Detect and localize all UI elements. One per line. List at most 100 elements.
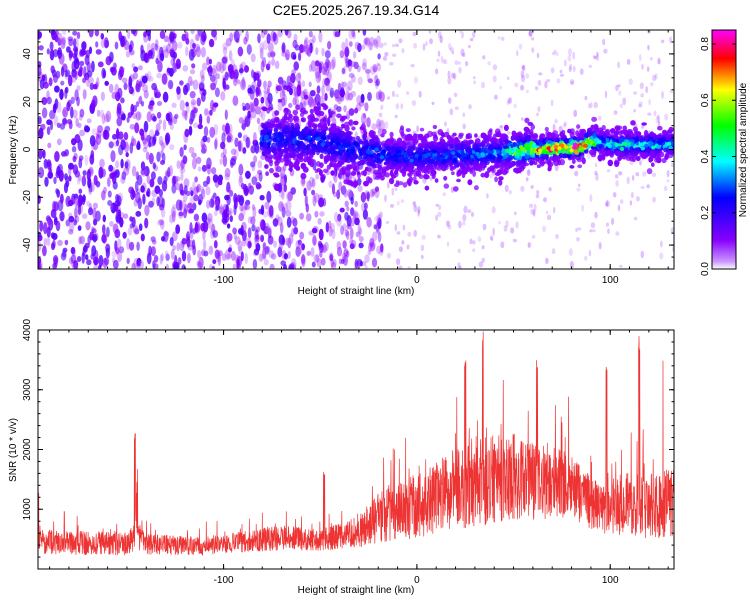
spectrogram-cell xyxy=(56,101,62,114)
spectrogram-cell xyxy=(163,48,169,59)
spectrogram-cell xyxy=(126,116,130,123)
spectrogram-cell xyxy=(652,134,658,140)
spectrogram-cell xyxy=(233,192,238,204)
spectrogram-cell xyxy=(68,215,75,223)
snr-xtick-label: 100 xyxy=(602,575,619,586)
spectrogram-cell xyxy=(362,113,367,119)
spectrogram-cell xyxy=(346,151,352,159)
spectrogram-cell xyxy=(408,168,413,173)
spectrogram-cell xyxy=(72,109,78,119)
spectrogram-cell xyxy=(158,135,164,146)
spectrogram-cell xyxy=(107,200,113,206)
spectrogram-cell xyxy=(576,124,581,129)
spectrogram-cell xyxy=(103,130,110,140)
spectrogram-cell xyxy=(281,128,286,134)
spectrogram-cell xyxy=(136,257,142,267)
spectrogram-cell xyxy=(96,109,101,118)
spectrogram-cell xyxy=(269,160,273,167)
spectrogram-cell xyxy=(435,68,439,75)
spectrogram-cell xyxy=(93,264,99,269)
spectrogram-cell xyxy=(57,239,63,246)
spectrogram-cell xyxy=(55,170,61,179)
spectrogram-cell xyxy=(252,206,257,219)
spectrogram-cell xyxy=(188,125,193,136)
spectrogram-cell xyxy=(281,206,286,218)
spectrogram-cell xyxy=(301,257,306,268)
spectrogram-cell xyxy=(226,253,232,259)
spectrogram-cell xyxy=(359,160,366,166)
spectrogram-cell xyxy=(73,55,79,62)
spectrogram-cell xyxy=(374,74,379,80)
spectrogram-cell xyxy=(325,83,331,92)
spectrogram-cell xyxy=(99,109,105,119)
spectrogram-cell xyxy=(108,164,114,172)
spectrogram-cell xyxy=(176,242,180,252)
spectrogram-cell xyxy=(283,107,289,114)
spectrogram-cell xyxy=(379,247,384,256)
spectrogram-cell xyxy=(635,172,640,177)
spectrogram-cell xyxy=(221,124,226,132)
spectrogram-cell xyxy=(526,89,529,94)
spectrogram-cell xyxy=(396,231,401,235)
spectrogram-cell xyxy=(290,73,296,84)
spectrogram-cell xyxy=(393,153,398,158)
spectrogram-cell xyxy=(470,212,475,217)
spectrogram-cell xyxy=(612,192,617,198)
spectrogram-cell xyxy=(354,217,360,226)
spectrogram-cell xyxy=(42,245,47,257)
spectrogram-cell xyxy=(447,224,452,230)
spectrogram-cell xyxy=(74,70,78,81)
colorbar-frame xyxy=(711,29,737,270)
spectrogram-cell xyxy=(53,74,58,83)
spectrogram-cell xyxy=(135,111,141,121)
spectrogram-cell xyxy=(594,56,598,60)
spectrogram-cell xyxy=(161,152,166,163)
spectrogram-cell xyxy=(82,170,87,176)
spectrogram-cell xyxy=(209,198,215,209)
spectrogram-ytick-label: 20 xyxy=(22,96,33,108)
spectrogram-cell xyxy=(489,150,494,155)
spectrogram-cell xyxy=(458,220,462,229)
spectrogram-cell xyxy=(77,122,82,128)
spectrogram-cell xyxy=(194,34,200,41)
spectrogram-cell xyxy=(323,149,328,155)
spectrogram-cell xyxy=(407,152,413,157)
spectrogram-cell xyxy=(74,170,81,178)
spectrogram-cell xyxy=(377,231,382,243)
spectrogram-cell xyxy=(367,249,372,256)
spectrogram-cell xyxy=(614,142,619,147)
spectrogram-cell xyxy=(592,132,597,139)
spectrogram-cell xyxy=(55,30,59,36)
spectrogram-cell xyxy=(149,104,154,112)
spectrogram-cell xyxy=(192,202,197,211)
spectrogram-cell xyxy=(362,260,367,267)
spectrogram-cell xyxy=(138,111,143,121)
spectrogram-cell xyxy=(397,200,400,206)
spectrogram-cell xyxy=(251,224,256,232)
spectrogram-cell xyxy=(477,135,481,139)
spectrogram-cell xyxy=(492,64,498,71)
spectrogram-cell xyxy=(292,217,298,227)
spectrogram-cell xyxy=(257,33,261,44)
spectrogram-cell xyxy=(538,72,543,76)
spectrogram-cell xyxy=(405,128,411,133)
spectrogram-cell xyxy=(458,265,462,269)
spectrogram-cell xyxy=(395,165,400,171)
spectrogram-cell xyxy=(298,242,303,255)
spectrogram-cell xyxy=(304,36,309,46)
spectrogram-cell xyxy=(463,153,468,158)
spectrogram-cell xyxy=(315,173,320,180)
spectrogram-cell xyxy=(65,176,69,184)
spectrogram-cell xyxy=(179,199,183,212)
spectrogram-cell xyxy=(615,180,619,187)
spectrogram-cell xyxy=(194,176,198,183)
spectrogram-cell xyxy=(241,182,245,190)
spectrogram-cell xyxy=(365,68,371,74)
spectrogram-cell xyxy=(400,103,404,110)
spectrogram-cell xyxy=(636,156,641,161)
spectrogram-cell xyxy=(366,72,370,83)
spectrogram-cell xyxy=(175,58,181,69)
spectrogram-cell xyxy=(367,167,372,173)
spectrogram-cell xyxy=(255,70,261,79)
spectrogram-cell xyxy=(122,231,127,239)
